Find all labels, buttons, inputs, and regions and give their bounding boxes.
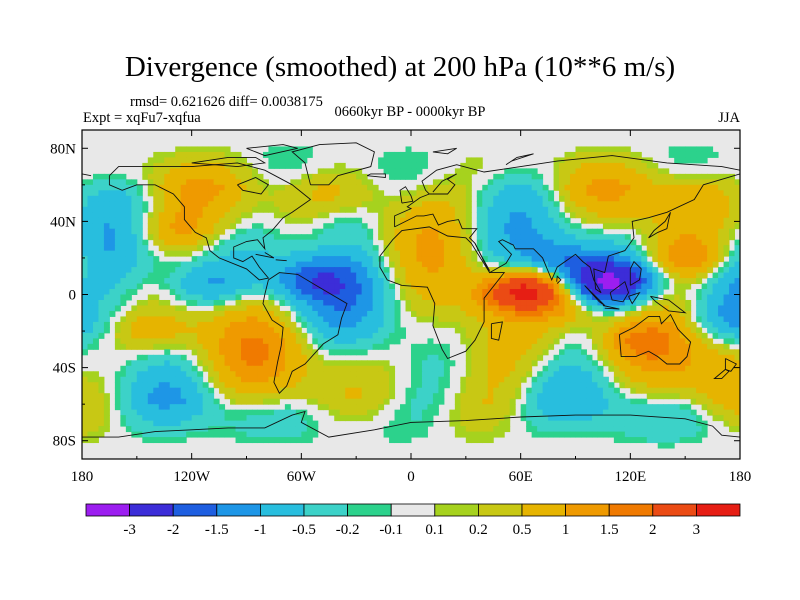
colorbar-label: -1.5 [205, 522, 229, 538]
coastline [291, 142, 375, 186]
coastline [379, 226, 506, 360]
coastline [713, 369, 730, 380]
experiment-label: Expt = xqFu7-xqfua [83, 110, 201, 126]
x-tick-label: 0 [407, 469, 415, 485]
y-tick-label: 40S [53, 361, 76, 377]
colorbar-box [259, 503, 305, 517]
x-tick-label: 60E [509, 469, 533, 485]
period-label: 0660kyr BP - 0000kyr BP [334, 104, 486, 120]
season-label: JJA [718, 110, 740, 126]
coastline [246, 144, 298, 157]
colorbar-box [129, 503, 174, 517]
colorbar-label: -0.1 [379, 522, 403, 538]
coastline [366, 173, 386, 178]
coastline [108, 162, 312, 281]
coastline [609, 280, 629, 303]
colorbar-label: -0.5 [292, 522, 316, 538]
coastline [275, 259, 287, 262]
colorbar-label: 0.5 [513, 522, 532, 538]
coastline [432, 147, 457, 155]
coastline [429, 173, 457, 195]
chart-title: Divergence (smoothed) at 200 hPa (10**6 … [124, 51, 676, 83]
coastline [618, 313, 692, 365]
colorbar-label: -3 [123, 522, 136, 538]
colorbar-box [85, 503, 130, 517]
coastline [237, 177, 270, 195]
colorbar-box [390, 503, 436, 517]
coastline [394, 173, 740, 294]
coastline [82, 173, 92, 177]
divergence-field [82, 130, 740, 459]
y-tick-label: 80N [50, 141, 76, 157]
axes: 180 120W 60W 0 60E 120E 180 80N 40N 0 40S 80S [50, 130, 751, 485]
coastline [556, 275, 562, 284]
coastline [650, 295, 687, 314]
colorbar-label: -1 [254, 522, 267, 538]
coastline [82, 410, 740, 438]
colorbar-box [608, 503, 654, 517]
colorbar-box [477, 503, 523, 517]
colorbar-label: 0.2 [469, 522, 488, 538]
colorbar-box [216, 503, 261, 517]
coastline [191, 156, 267, 168]
coastline [490, 321, 503, 341]
y-tick-label: 80S [53, 434, 76, 450]
colorbar: -3 -2 -1.5 -1 -0.5 -0.2 -0.1 0.1 0.2 0.5 1 1.5 2 3 [85, 503, 741, 538]
stats-label: rmsd= 0.621626 diff= 0.0038175 [130, 94, 323, 110]
colorbar-box [303, 503, 348, 517]
y-tick-label: 40N [50, 214, 76, 230]
colorbar-label: -2 [167, 522, 180, 538]
colorbar-label: 3 [693, 522, 701, 538]
coastline [628, 291, 641, 305]
colorbar-box [172, 503, 218, 517]
coastline [262, 272, 348, 394]
colorbar-label: 2 [649, 522, 657, 538]
y-tick-label: 0 [69, 288, 77, 304]
colorbar-label: 1 [562, 522, 570, 538]
x-tick-label: 120E [614, 469, 646, 485]
coastline [602, 305, 620, 310]
coastline [255, 252, 275, 259]
colorbar-box [652, 503, 697, 517]
coastline [584, 285, 606, 306]
colorbar-box [347, 503, 392, 517]
coastline [474, 243, 490, 271]
x-tick-label: 180 [71, 469, 94, 485]
coastline [724, 358, 737, 372]
colorbar-box [434, 503, 479, 517]
colorbar-label: 0.1 [425, 522, 444, 538]
coastline [399, 186, 414, 204]
colorbar-box [696, 503, 741, 517]
x-tick-label: 180 [729, 469, 752, 485]
coastline [394, 155, 740, 227]
coastline [505, 153, 534, 166]
colorbar-box [521, 503, 566, 517]
x-tick-label: 60W [287, 469, 317, 485]
coastline [629, 260, 642, 286]
colorbar-label: 1.5 [600, 522, 619, 538]
colorbar-label: -0.2 [336, 522, 360, 538]
x-tick-label: 120W [173, 469, 211, 485]
coastlines [82, 142, 740, 438]
colorbar-box [565, 503, 610, 517]
coastline [648, 212, 671, 239]
